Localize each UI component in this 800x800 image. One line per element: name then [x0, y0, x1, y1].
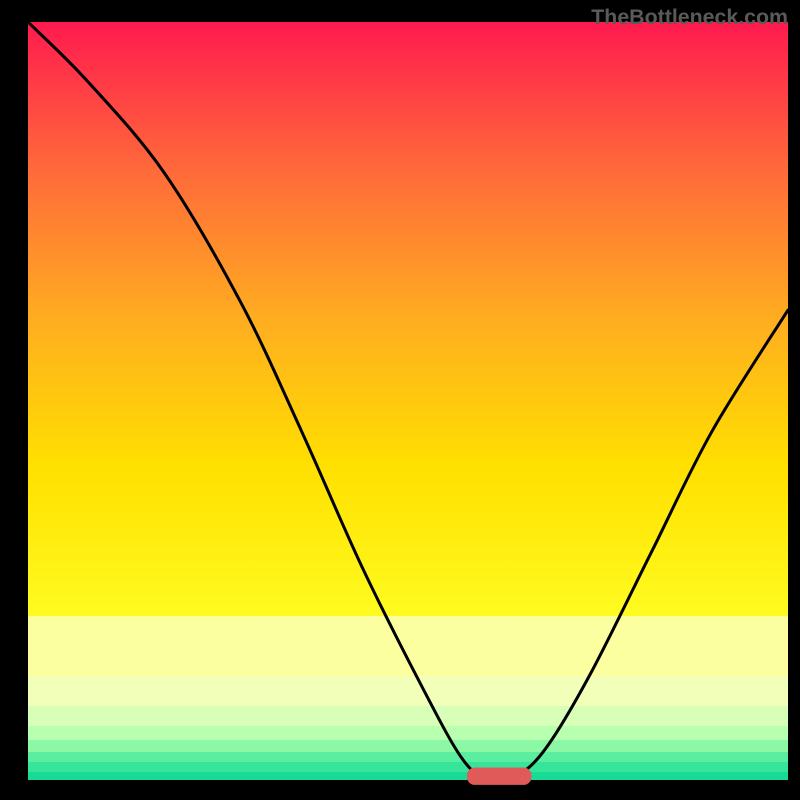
watermark-text: TheBottleneck.com — [591, 5, 788, 30]
color-band — [28, 762, 788, 772]
color-bands — [28, 616, 788, 780]
gradient-background — [28, 22, 788, 616]
color-band — [28, 676, 788, 706]
color-band — [28, 740, 788, 752]
color-band — [28, 726, 788, 740]
chart-container: TheBottleneck.com — [0, 0, 800, 800]
color-band — [28, 616, 788, 676]
bottleneck-chart — [0, 0, 800, 800]
optimal-zone-marker — [467, 767, 532, 784]
color-band — [28, 772, 788, 780]
color-band — [28, 752, 788, 762]
color-band — [28, 706, 788, 726]
